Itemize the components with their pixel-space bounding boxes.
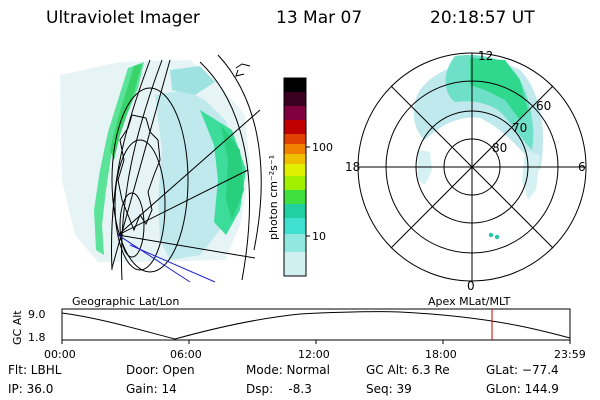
date-label: 13 Mar 07 [276, 8, 363, 28]
geographic-grid [111, 54, 262, 283]
altitude-xtick-2359: 23:59 [554, 348, 586, 361]
mlt-label-0: 0 [467, 279, 475, 293]
altitude-xtick-1200: 12:00 [298, 348, 330, 361]
colorbar-tick-100: 100 [312, 141, 333, 154]
time-label: 20:18:57 UT [430, 8, 535, 28]
glat-info: GLat: −77.4 [486, 363, 559, 377]
polar-panel-caption: Apex MLat/MLT [428, 295, 511, 308]
filter-info: Flt: LBHL [8, 363, 62, 377]
mlt-label-18: 18 [345, 160, 360, 174]
colorbar-tick-10: 10 [312, 230, 326, 243]
left-panel-caption: Geographic Lat/Lon [72, 295, 179, 308]
ip-info: IP: 36.0 [8, 382, 54, 396]
colorbar-unit-label: photon cm⁻²s⁻¹ [267, 155, 280, 240]
mode-info: Mode: Normal [246, 363, 330, 377]
altitude-ylabel: GC Alt [11, 310, 24, 345]
altitude-ytick-9: 9.0 [28, 308, 46, 321]
door-info: Door: Open [126, 363, 195, 377]
mlt-label-6: 6 [578, 160, 586, 174]
altitude-xtick-1800: 18:00 [425, 348, 457, 361]
seq-info: Seq: 39 [366, 382, 412, 396]
glon-info: GLon: 144.9 [486, 382, 559, 396]
gc-alt-info: GC Alt: 6.3 Re [366, 363, 450, 377]
colorbar [283, 77, 310, 277]
altitude-ytick-1-8: 1.8 [28, 331, 46, 344]
gain-info: Gain: 14 [126, 382, 177, 396]
lat-label-80: 80 [492, 141, 507, 155]
altitude-xtick-0000: 00:00 [44, 348, 76, 361]
lat-label-70: 70 [512, 121, 527, 135]
geographic-aurora-image [60, 60, 250, 262]
dsp-info: Dsp: -8.3 [246, 382, 312, 396]
altitude-xtick-0600: 06:00 [170, 348, 202, 361]
mlt-label-12: 12 [478, 49, 493, 63]
altitude-plot [61, 308, 571, 344]
polar-grid [357, 52, 587, 282]
lat-label-60: 60 [536, 99, 551, 113]
instrument-title: Ultraviolet Imager [46, 8, 200, 28]
